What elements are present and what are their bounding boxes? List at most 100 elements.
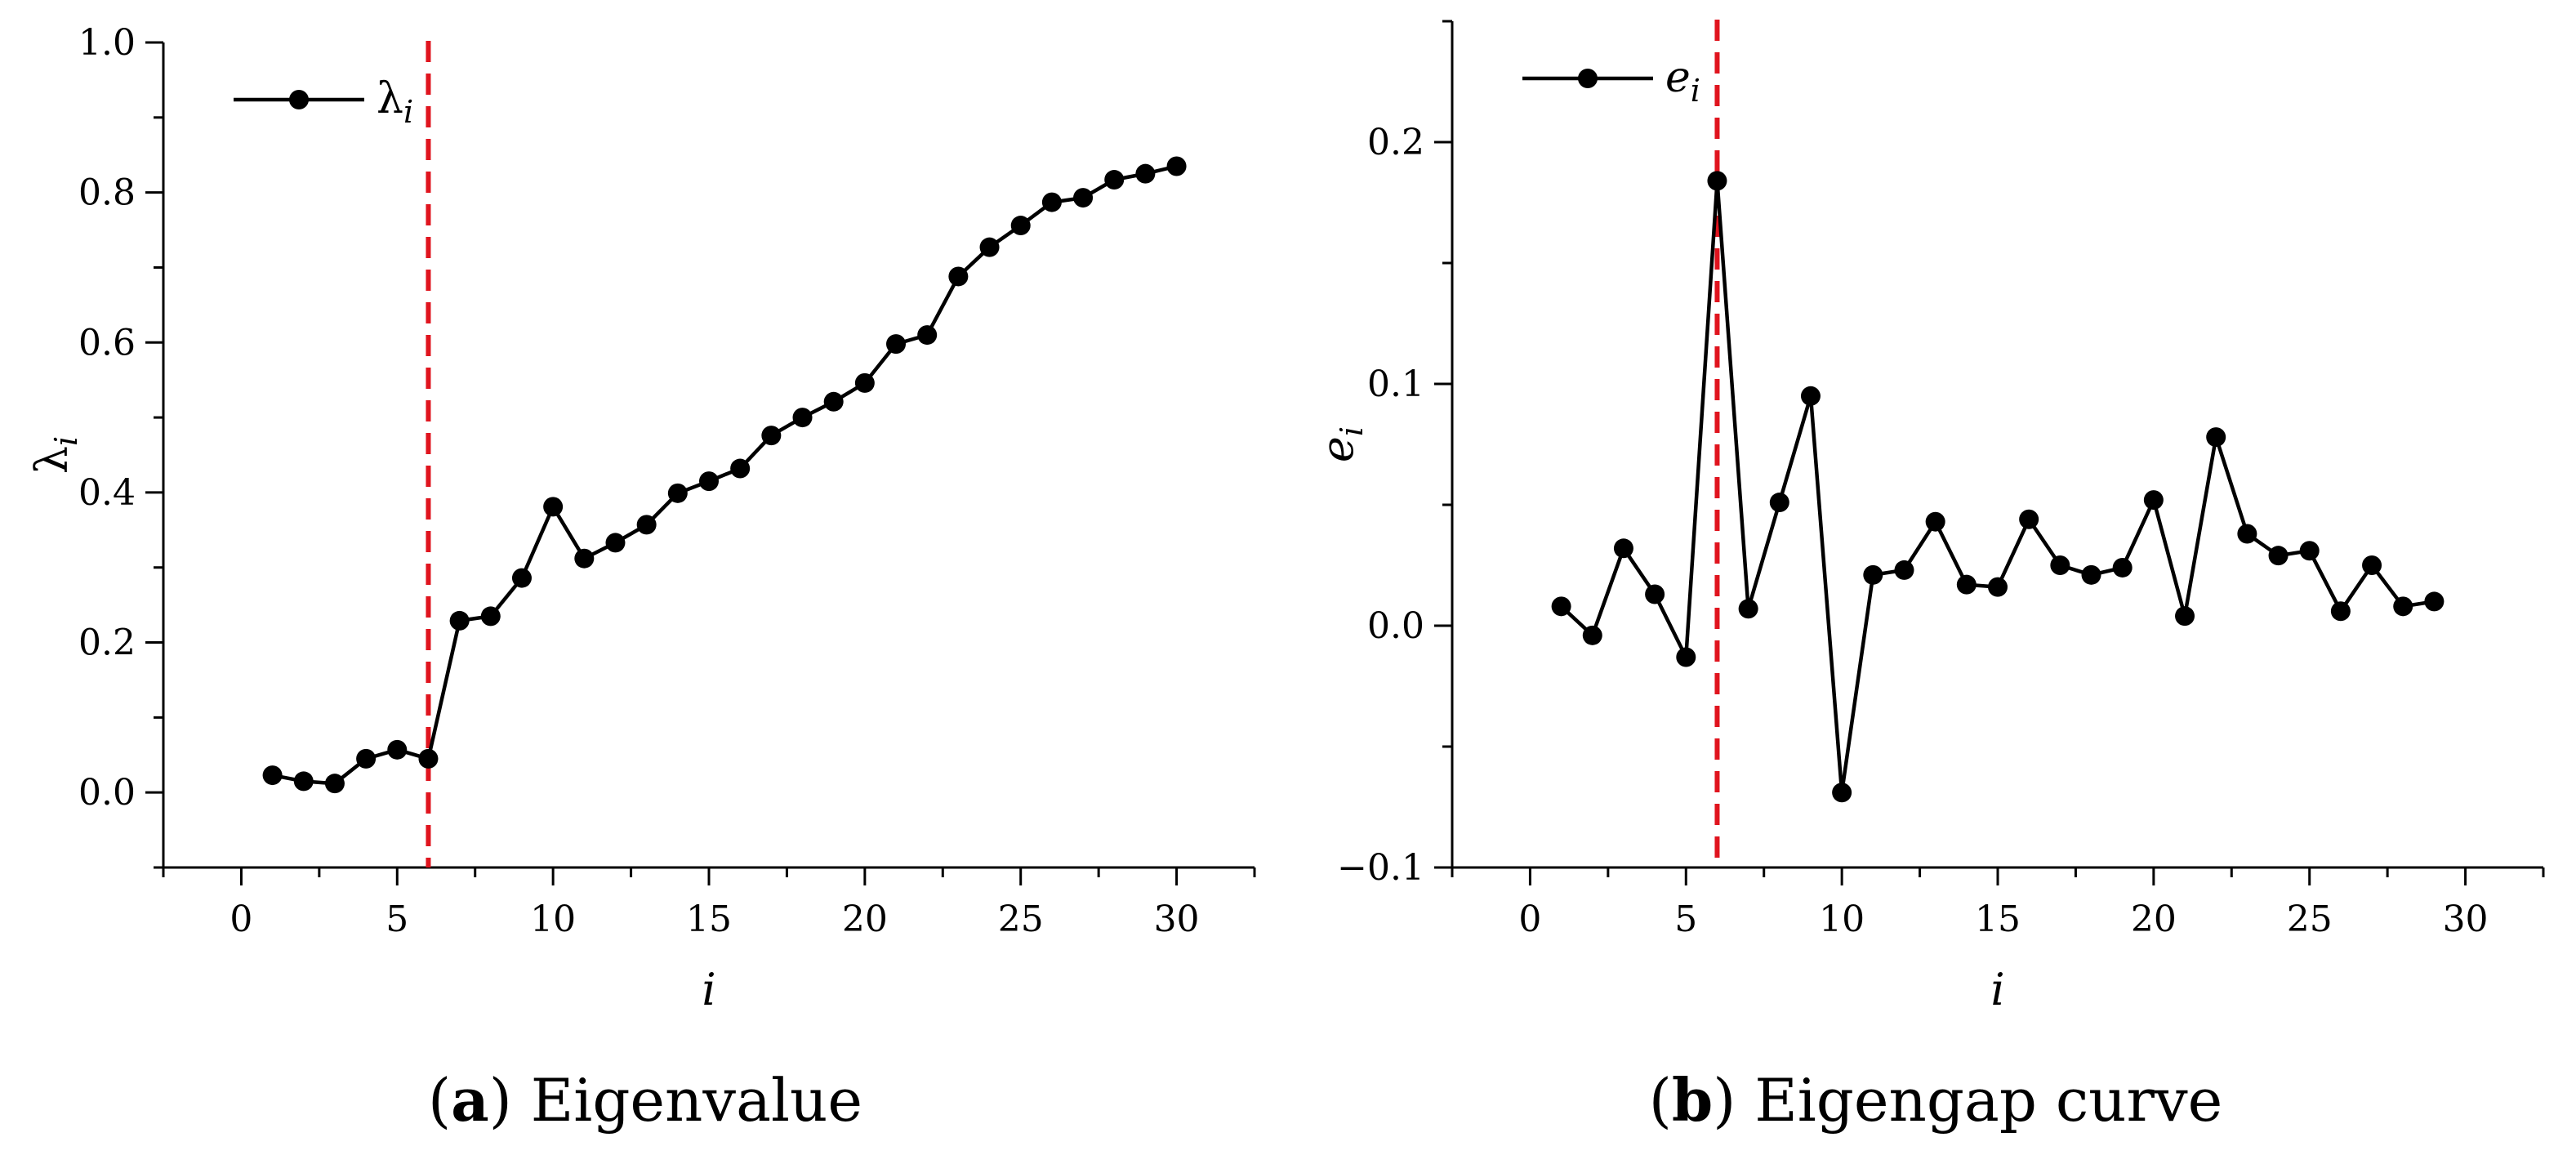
y-axis-title-sub: i: [48, 436, 84, 446]
data-point: [543, 497, 564, 517]
data-point: [262, 765, 283, 786]
data-point: [2237, 524, 2257, 544]
data-point: [1613, 538, 1633, 559]
data-point: [979, 237, 1000, 257]
legend-label-sub: i: [1691, 73, 1700, 109]
data-point: [574, 548, 595, 569]
legend-label-main: e: [1665, 53, 1691, 102]
y-tick-label: 0.0: [1367, 605, 1424, 647]
x-tick-label: 0: [230, 899, 252, 940]
data-point: [1010, 216, 1031, 236]
legend-label-main: λ: [377, 74, 403, 123]
data-point: [1738, 599, 1758, 619]
y-tick-label: 0.2: [78, 622, 136, 664]
x-tick-label: 30: [1154, 899, 1200, 940]
data-point: [948, 266, 969, 287]
data-point: [823, 391, 844, 412]
caption-panel-label: a: [451, 1065, 489, 1135]
data-point: [1676, 647, 1696, 667]
y-axis-title-main: e: [1312, 436, 1363, 462]
x-axis-title: i: [1990, 964, 2004, 1015]
data-point: [387, 739, 408, 760]
data-point: [2424, 591, 2445, 612]
data-point: [1832, 783, 1852, 803]
data-point: [761, 426, 782, 446]
y-tick-label: 0.4: [78, 472, 136, 514]
y-axis-title-main: λ: [26, 446, 78, 474]
data-point: [730, 458, 751, 479]
data-point: [1988, 577, 2008, 597]
x-tick-label: 20: [842, 899, 888, 940]
x-tick-label: 20: [2131, 899, 2177, 940]
series-line: [1560, 179, 2435, 795]
y-axis-title: ei: [1312, 426, 1370, 462]
x-tick-label: 10: [530, 899, 576, 940]
legend-label: λi: [377, 74, 413, 130]
data-point: [1582, 625, 1602, 645]
x-tick-label: 25: [998, 899, 1044, 940]
x-tick-label: 25: [2287, 899, 2333, 940]
data-point: [1104, 170, 1125, 190]
data-point: [1707, 171, 1727, 191]
data-point: [1956, 574, 1977, 595]
y-tick-label: 0.1: [1367, 363, 1424, 405]
series-line: [272, 164, 1178, 786]
data-point: [1041, 192, 1062, 212]
data-point: [1551, 596, 1571, 617]
data-point: [2268, 546, 2289, 566]
data-point: [2206, 427, 2226, 448]
x-tick-label: 5: [1674, 899, 1697, 940]
data-point: [324, 774, 345, 794]
legend-marker: [289, 90, 309, 109]
data-point: [2112, 557, 2133, 578]
caption-paren-close: ): [489, 1066, 531, 1135]
data-point: [1925, 511, 1945, 532]
data-point: [1894, 560, 1914, 580]
x-tick-label: 5: [386, 899, 408, 940]
y-tick-label: 0.0: [78, 772, 136, 814]
caption-paren-close: ): [1713, 1066, 1754, 1135]
panel-caption: (b) Eigengap curve: [1649, 1065, 2222, 1135]
data-point: [667, 483, 688, 503]
y-axis-title: λi: [26, 436, 84, 474]
data-point: [2330, 601, 2351, 622]
panel-caption: (a) Eigenvalue: [428, 1065, 862, 1135]
x-axis-title: i: [702, 964, 715, 1015]
data-point: [356, 748, 377, 769]
caption-panel-label: b: [1672, 1065, 1713, 1135]
data-point: [2081, 564, 2101, 585]
data-point: [792, 408, 813, 428]
x-tick-label: 15: [1975, 899, 2021, 940]
data-point: [1769, 493, 1789, 513]
caption-paren-open: (: [428, 1066, 451, 1135]
legend-label-sub: i: [403, 94, 413, 130]
data-point: [480, 606, 501, 627]
data-point: [418, 748, 439, 769]
data-point: [449, 610, 470, 631]
data-point: [511, 568, 532, 588]
y-axis-title-sub: i: [1334, 426, 1370, 436]
x-tick-label: 15: [686, 899, 732, 940]
data-point: [293, 771, 314, 792]
data-point: [2175, 606, 2195, 627]
data-point: [1166, 156, 1187, 176]
x-tick-label: 0: [1518, 899, 1541, 940]
data-point: [636, 515, 657, 535]
data-point: [605, 533, 626, 553]
data-point: [854, 372, 875, 393]
data-point: [917, 325, 938, 346]
data-point: [2143, 490, 2164, 511]
x-tick-label: 10: [1819, 899, 1865, 940]
data-point: [2050, 555, 2070, 575]
x-tick-label: 30: [2443, 899, 2489, 940]
legend-label: ei: [1665, 53, 1700, 109]
caption-text: Eigenvalue: [531, 1066, 862, 1135]
data-point: [1800, 386, 1821, 406]
data-point: [1863, 564, 1883, 585]
data-point: [2019, 509, 2039, 529]
data-point: [1073, 188, 1094, 208]
data-point: [1135, 163, 1156, 184]
